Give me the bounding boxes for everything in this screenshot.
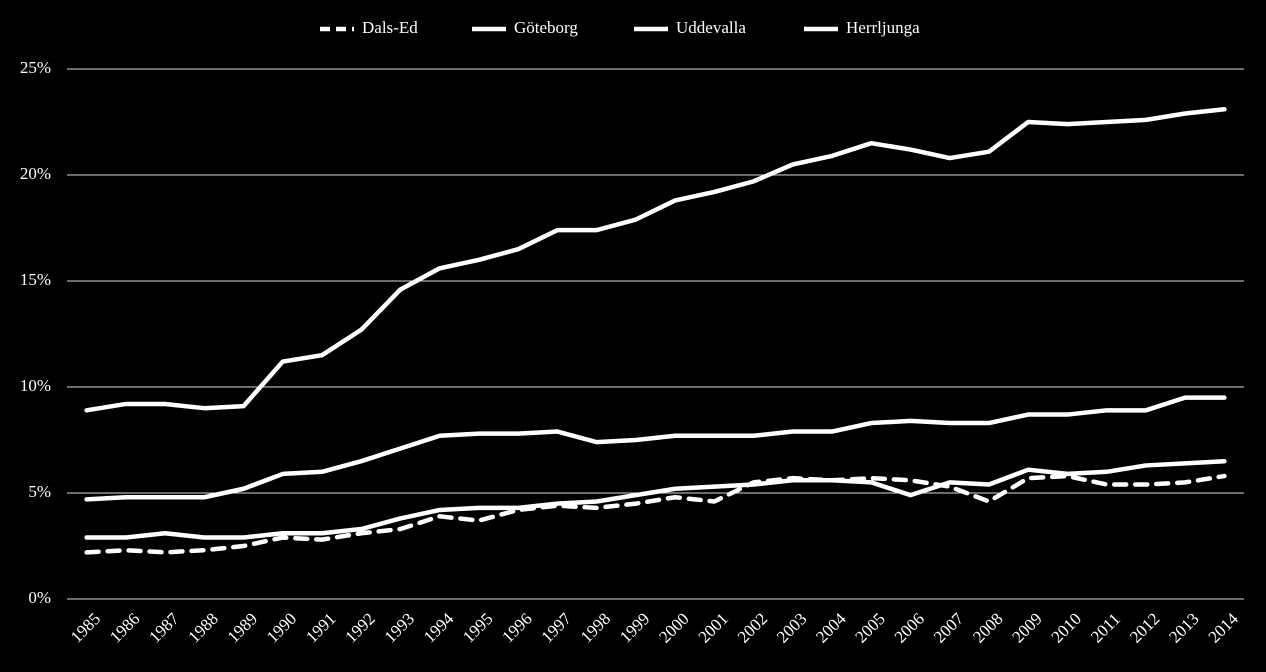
x-tick-label: 1992 — [341, 609, 378, 646]
x-tick-label: 1999 — [616, 609, 653, 646]
y-tick-label: 10% — [20, 376, 51, 395]
line — [84, 458, 1227, 540]
x-tick-label: 2013 — [1165, 609, 1202, 646]
x-tick-label: 2007 — [930, 609, 968, 647]
x-tick-label: 2002 — [734, 609, 771, 646]
x-tick-label: 2012 — [1126, 609, 1163, 646]
x-tick-label: 2010 — [1048, 609, 1085, 646]
x-tick-label: 2000 — [655, 609, 692, 646]
x-tick-label: 1988 — [184, 609, 221, 646]
x-tick-label: 1986 — [106, 609, 143, 646]
x-tick-label: 1987 — [145, 609, 183, 647]
y-tick-label: 20% — [20, 164, 51, 183]
x-tick-label: 1991 — [302, 609, 339, 646]
x-tick-label: 2005 — [851, 609, 888, 646]
legend-label: Dals-Ed — [362, 18, 418, 37]
x-tick-label: 2011 — [1087, 609, 1124, 646]
line — [84, 395, 1227, 502]
line — [84, 107, 1227, 413]
x-tick-label: 1995 — [459, 609, 496, 646]
x-tick-label: 1996 — [498, 609, 535, 646]
x-tick-label: 1985 — [67, 609, 104, 646]
x-tick-label: 1989 — [224, 609, 261, 646]
y-tick-label: 5% — [28, 482, 51, 501]
x-tick-label: 2003 — [773, 609, 810, 646]
x-tick-label: 1994 — [420, 609, 458, 647]
legend-label: Göteborg — [514, 18, 578, 37]
x-tick-label: 1998 — [577, 609, 614, 646]
x-tick-label: 2008 — [969, 609, 1006, 646]
legend-label: Herrljunga — [846, 18, 920, 37]
x-tick-label: 2004 — [812, 609, 850, 647]
legend-label: Uddevalla — [676, 18, 746, 37]
line — [84, 473, 1227, 555]
y-tick-label: 25% — [20, 58, 51, 77]
y-tick-label: 0% — [28, 588, 51, 607]
x-tick-label: 1990 — [263, 609, 300, 646]
x-tick-label: 1997 — [538, 609, 576, 647]
x-tick-label: 2006 — [891, 609, 928, 646]
x-tick-label: 2001 — [694, 609, 731, 646]
x-tick-label: 2009 — [1008, 609, 1045, 646]
x-tick-label: 2014 — [1205, 609, 1243, 647]
x-tick-label: 1993 — [381, 609, 418, 646]
y-tick-label: 15% — [20, 270, 51, 289]
